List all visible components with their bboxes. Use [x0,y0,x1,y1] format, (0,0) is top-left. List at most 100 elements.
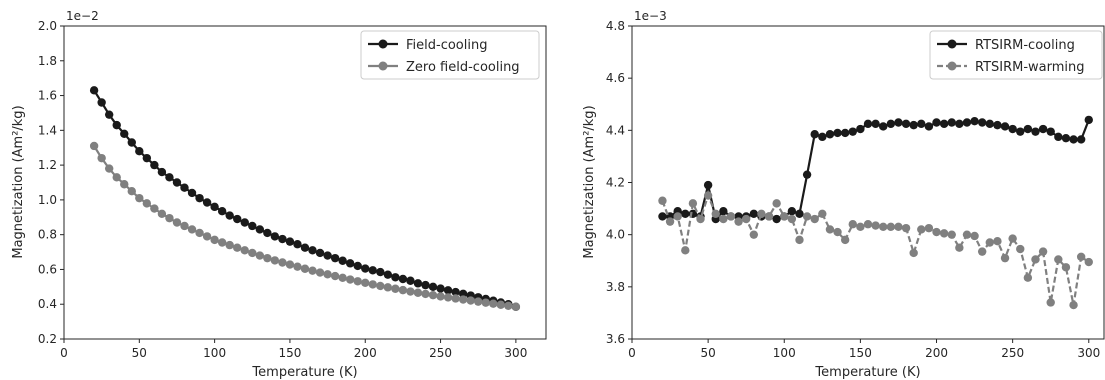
data-point [1008,124,1017,134]
data-point [315,268,325,277]
data-point [255,251,265,260]
y-tick-label: 1.0 [38,193,57,207]
data-point [135,193,144,203]
data-point [1046,127,1055,136]
chart-rtsirm: 0 50 100 150 200 250 300 3.6 3.8 4.0 4.2 4.4 4.6 4.8… [582,9,1105,380]
y-ticks: 0.2 0.4 0.6 0.8 1.0 1.2 1.4 1.6 1.8 2.0 [38,19,64,346]
data-point [210,202,219,212]
y-tick-label: 3.8 [606,280,625,294]
data-point [719,206,728,216]
data-point [840,235,850,245]
data-point [308,266,317,275]
data-point [825,225,835,234]
y-tick-label: 3.6 [606,332,625,346]
data-point [658,196,667,205]
data-point [955,119,964,129]
data-point [970,117,979,126]
legend: Field-cooling Zero field-cooling [360,30,540,80]
data-point [165,173,174,182]
legend-item-0: Field-cooling [368,38,487,53]
data-point [202,232,212,241]
data-point [871,221,880,230]
data-point [757,209,766,218]
data-point [368,280,377,289]
data-point [323,251,332,260]
x-tick-label: 0 [628,346,636,360]
legend-marker [947,39,957,49]
x-ticks: 0 50 100 150 200 250 300 [60,339,527,360]
data-point [1023,124,1033,134]
data-point [802,212,812,221]
data-point [1016,127,1025,136]
y-ticks: 3.6 3.8 4.0 4.2 4.4 4.6 4.8 [606,19,632,346]
data-point [1038,247,1048,256]
legend: RTSIRM-cooling RTSIRM-warming [929,30,1103,80]
data-point [863,119,873,129]
data-point [947,118,956,127]
legend-item-1: RTSIRM-warming [937,60,1085,75]
data-point [665,217,675,226]
data-point [1008,234,1017,243]
data-point [353,261,362,271]
data-point [150,160,159,170]
data-point [871,119,880,129]
data-point [315,248,325,258]
plot-frame [63,25,547,340]
data-point [195,228,204,238]
data-point [413,288,423,297]
data-point [270,232,280,241]
data-point [338,273,347,282]
data-point [104,110,114,119]
data-point [711,209,720,218]
data-point [924,223,934,233]
data-point [293,262,302,271]
data-point [248,221,257,231]
y-tick-label: 0.4 [38,297,57,311]
y-offset-label: 1e−3 [634,9,667,23]
data-point [489,299,498,308]
data-point [233,243,242,252]
data-point [932,118,941,127]
data-point [225,211,234,220]
data-point [466,296,475,305]
data-point [787,214,797,224]
data-point [1076,135,1086,144]
data-point [345,275,355,284]
data-point [345,259,355,268]
data-point [901,223,911,233]
data-point [703,180,713,190]
data-point [97,98,106,107]
data-point [825,130,835,139]
data-point [894,118,903,127]
x-ticks: 0 50 100 150 200 250 300 [628,339,1100,360]
chart-field-cooling: 0 50 100 150 200 250 300 0.2 0.4 0.6 0.8 1.0 1.2 1.4… [11,9,547,380]
data-point [1038,124,1048,134]
data-point [210,235,219,245]
data-point [1069,135,1078,144]
data-point [886,222,896,232]
data-point [962,230,972,239]
y-axis-label: Magnetization (Am²/kg) [11,105,26,258]
x-tick-label: 100 [203,346,226,360]
legend-item-1: Zero field-cooling [368,60,520,75]
x-axis-label: Temperature (K) [814,365,920,380]
data-point [1000,253,1010,263]
series-layer [658,115,1093,310]
data-point [681,246,690,255]
data-point [1061,263,1071,272]
data-point [772,214,781,224]
data-point [406,276,415,285]
data-point [856,222,865,232]
data-point [886,119,896,129]
data-point [142,199,152,208]
data-point [1031,255,1040,264]
data-point [368,266,377,275]
data-point [157,209,167,218]
data-point [406,287,415,296]
data-point [1069,300,1078,310]
data-point [764,212,774,221]
data-point [361,278,370,288]
data-point [421,280,430,290]
data-point [993,120,1002,130]
